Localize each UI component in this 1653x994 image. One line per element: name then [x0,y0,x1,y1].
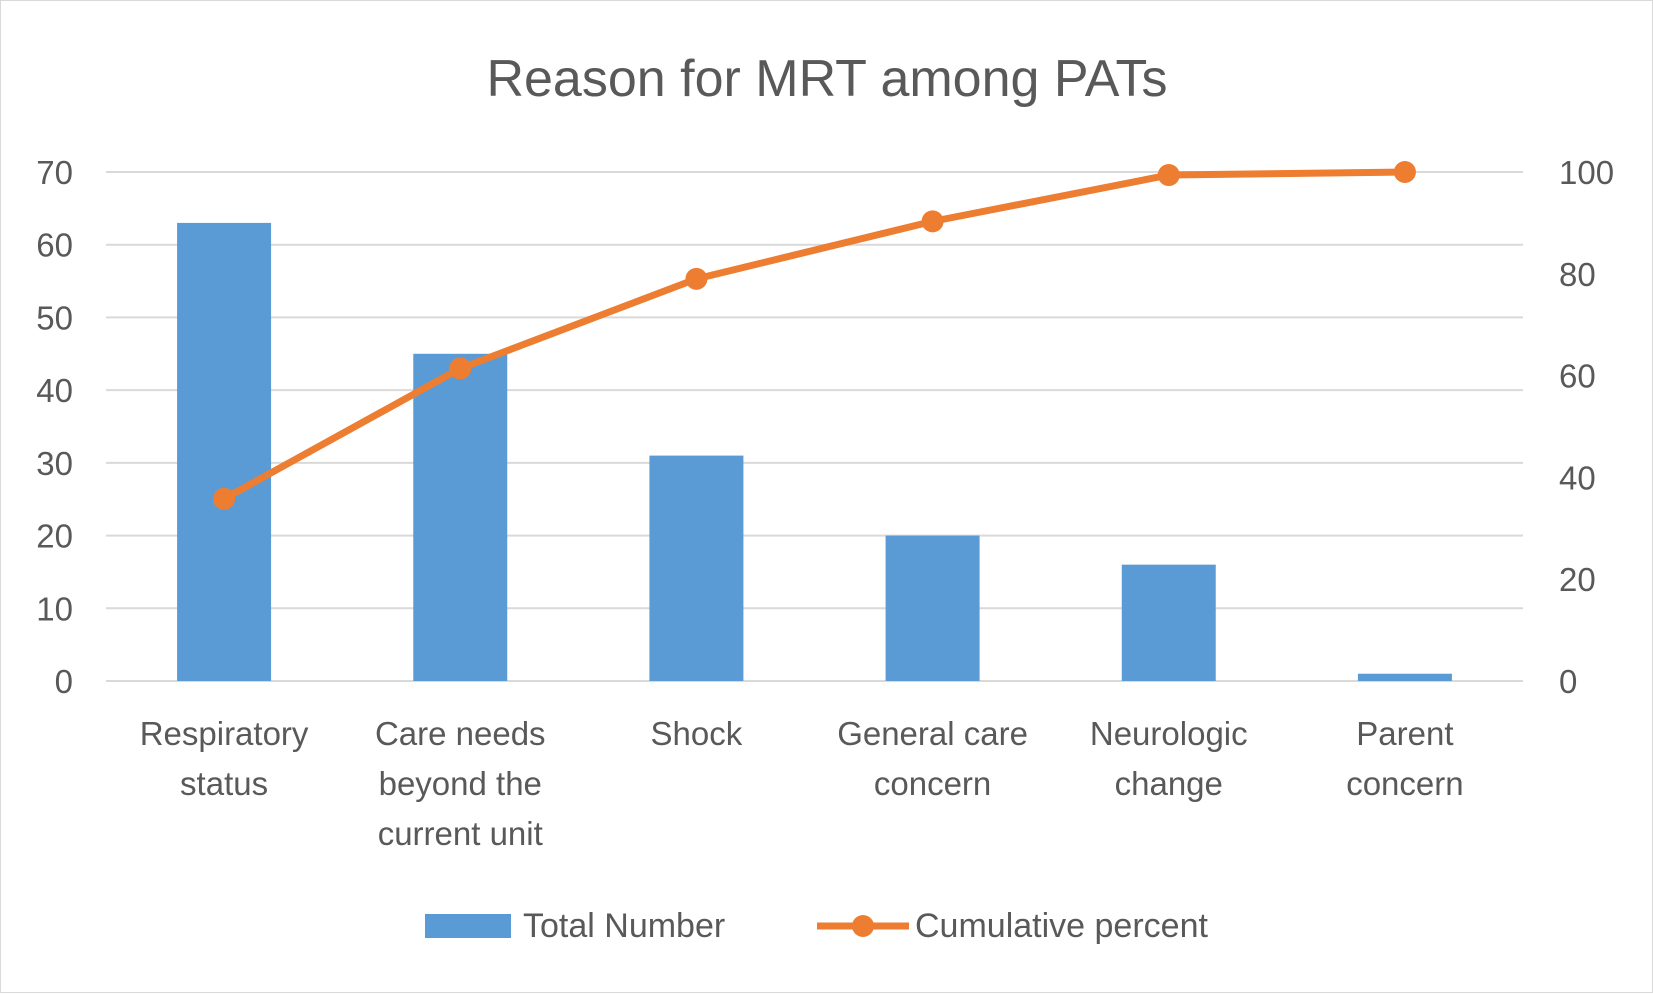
right-tick-label: 40 [1559,459,1596,496]
legend: Total Number Cumulative percent [425,907,1208,945]
line-point [1393,161,1416,183]
left-tick-label: 30 [36,445,73,482]
cumulative-line [222,168,1405,502]
legend-label: Total Number [523,907,725,945]
left-tick-label: 20 [36,518,73,555]
line-point [213,487,236,510]
line-point [1157,164,1180,187]
category-labels: Respiratory status Care needs beyond the cur… [140,715,1464,852]
right-tick-label: 100 [1559,154,1614,191]
bar-series [177,222,1452,681]
line-series [213,161,1416,510]
bar [1121,564,1216,681]
right-tick-label: 0 [1559,663,1577,700]
legend-label: Cumulative percent [915,907,1208,945]
category-label: General care concern [837,715,1028,802]
right-axis-ticks: 0 20 40 60 80 100 [1559,154,1614,700]
bar [177,222,272,681]
category-label: Shock [651,715,743,752]
bar [885,535,980,681]
category-label: Neurologic change [1090,715,1248,802]
category-label: Care needs beyond the current unit [375,715,546,852]
right-tick-label: 80 [1559,256,1596,293]
line-point [449,357,472,380]
right-tick-label: 60 [1559,358,1596,395]
chart-title: Reason for MRT among PATs [486,50,1167,108]
left-tick-label: 70 [36,154,73,191]
line-point [921,210,944,233]
bar [413,353,508,681]
bar [649,455,744,681]
bar [1357,673,1452,681]
left-tick-label: 60 [36,227,73,264]
left-tick-label: 40 [36,372,73,409]
gridlines [106,171,1523,682]
left-axis-ticks: 0 10 20 30 40 50 60 70 [36,154,73,700]
category-label: Parent concern [1346,715,1463,802]
line-point [685,267,708,290]
left-tick-label: 10 [36,590,73,627]
legend-swatch-bar [425,914,511,938]
left-tick-label: 0 [55,663,73,700]
left-tick-label: 50 [36,299,73,336]
legend-swatch-marker [852,915,874,937]
category-label: Respiratory status [140,715,309,802]
right-tick-label: 20 [1559,561,1596,598]
